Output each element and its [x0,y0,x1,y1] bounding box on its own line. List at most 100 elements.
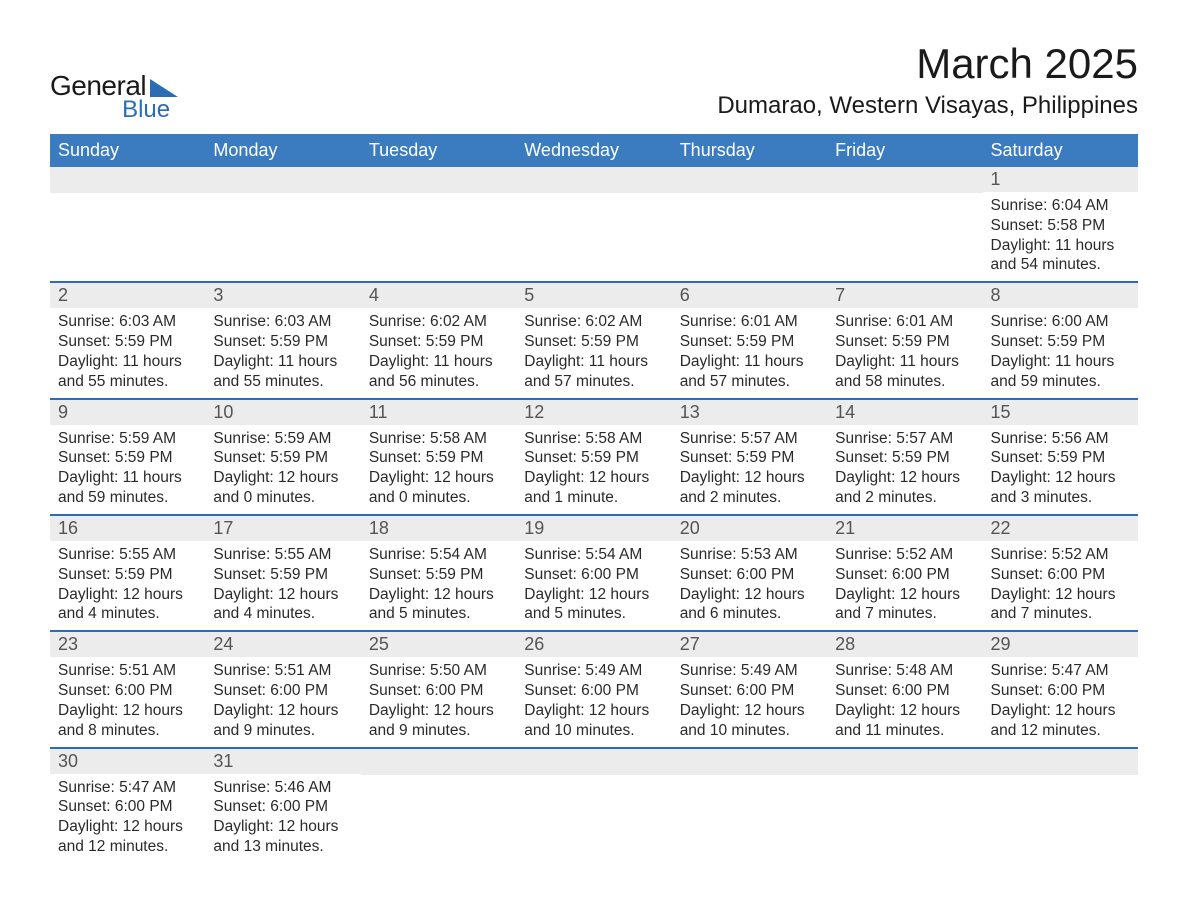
day-body: Sunrise: 5:46 AMSunset: 6:00 PMDaylight:… [205,774,360,863]
calendar-week-row: 30Sunrise: 5:47 AMSunset: 6:00 PMDayligh… [50,748,1138,863]
day-header: Tuesday [361,134,516,167]
day-body: Sunrise: 6:03 AMSunset: 5:59 PMDaylight:… [50,308,205,397]
sunset-line: Sunset: 6:00 PM [524,565,663,585]
day-body: Sunrise: 5:56 AMSunset: 5:59 PMDaylight:… [983,425,1138,514]
day-body: Sunrise: 6:04 AMSunset: 5:58 PMDaylight:… [983,192,1138,281]
daylight-line: Daylight: 12 hours and 7 minutes. [991,585,1130,625]
daylight-line: Daylight: 12 hours and 9 minutes. [369,701,508,741]
day-number-empty [827,167,982,193]
day-number-empty [672,749,827,775]
day-number: 22 [983,516,1138,541]
day-body-empty [361,775,516,845]
day-number: 26 [516,632,671,657]
day-body-empty [827,193,982,263]
daylight-line: Daylight: 12 hours and 6 minutes. [680,585,819,625]
daylight-line: Daylight: 12 hours and 2 minutes. [680,468,819,508]
calendar-cell: 4Sunrise: 6:02 AMSunset: 5:59 PMDaylight… [361,282,516,398]
sunrise-line: Sunrise: 5:59 AM [213,429,352,449]
sunset-line: Sunset: 5:59 PM [991,448,1130,468]
day-body: Sunrise: 5:47 AMSunset: 6:00 PMDaylight:… [983,657,1138,746]
daylight-line: Daylight: 12 hours and 4 minutes. [213,585,352,625]
sunset-line: Sunset: 6:00 PM [58,797,197,817]
day-body: Sunrise: 5:51 AMSunset: 6:00 PMDaylight:… [205,657,360,746]
daylight-line: Daylight: 12 hours and 5 minutes. [524,585,663,625]
calendar-week-row: 2Sunrise: 6:03 AMSunset: 5:59 PMDaylight… [50,282,1138,398]
day-number-empty [827,749,982,775]
day-number: 19 [516,516,671,541]
calendar-header-row: Sunday Monday Tuesday Wednesday Thursday… [50,134,1138,167]
sunrise-line: Sunrise: 5:54 AM [524,545,663,565]
sunrise-line: Sunrise: 5:52 AM [835,545,974,565]
daylight-line: Daylight: 12 hours and 7 minutes. [835,585,974,625]
day-body: Sunrise: 5:47 AMSunset: 6:00 PMDaylight:… [50,774,205,863]
day-body-empty [50,193,205,263]
day-body: Sunrise: 5:59 AMSunset: 5:59 PMDaylight:… [50,425,205,514]
calendar-cell: 30Sunrise: 5:47 AMSunset: 6:00 PMDayligh… [50,748,205,863]
page-header: General Blue March 2025 Dumarao, Western… [50,40,1138,124]
day-number: 4 [361,283,516,308]
day-number: 1 [983,167,1138,192]
daylight-line: Daylight: 11 hours and 57 minutes. [680,352,819,392]
location-subtitle: Dumarao, Western Visayas, Philippines [717,92,1138,120]
calendar-cell: 8Sunrise: 6:00 AMSunset: 5:59 PMDaylight… [983,282,1138,398]
calendar-cell: 31Sunrise: 5:46 AMSunset: 6:00 PMDayligh… [205,748,360,863]
calendar-cell: 16Sunrise: 5:55 AMSunset: 5:59 PMDayligh… [50,515,205,631]
calendar-cell [983,748,1138,863]
logo-text-sub: Blue [122,96,170,124]
day-number: 20 [672,516,827,541]
daylight-line: Daylight: 12 hours and 5 minutes. [369,585,508,625]
daylight-line: Daylight: 12 hours and 8 minutes. [58,701,197,741]
calendar-cell [827,748,982,863]
day-number: 2 [50,283,205,308]
daylight-line: Daylight: 12 hours and 3 minutes. [991,468,1130,508]
calendar-cell: 17Sunrise: 5:55 AMSunset: 5:59 PMDayligh… [205,515,360,631]
day-number: 11 [361,400,516,425]
day-number-empty [516,167,671,193]
day-body: Sunrise: 5:49 AMSunset: 6:00 PMDaylight:… [516,657,671,746]
sunrise-line: Sunrise: 5:47 AM [991,661,1130,681]
sunset-line: Sunset: 6:00 PM [524,681,663,701]
sunrise-line: Sunrise: 5:49 AM [524,661,663,681]
day-body: Sunrise: 5:52 AMSunset: 6:00 PMDaylight:… [827,541,982,630]
calendar-body: 1Sunrise: 6:04 AMSunset: 5:58 PMDaylight… [50,167,1138,863]
sunset-line: Sunset: 5:59 PM [524,448,663,468]
day-number: 28 [827,632,982,657]
sunrise-line: Sunrise: 5:57 AM [680,429,819,449]
sunrise-line: Sunrise: 5:58 AM [369,429,508,449]
day-number-empty [983,749,1138,775]
day-number: 21 [827,516,982,541]
daylight-line: Daylight: 11 hours and 55 minutes. [58,352,197,392]
calendar-cell: 28Sunrise: 5:48 AMSunset: 6:00 PMDayligh… [827,631,982,747]
day-number: 15 [983,400,1138,425]
sunrise-line: Sunrise: 5:58 AM [524,429,663,449]
daylight-line: Daylight: 12 hours and 12 minutes. [58,817,197,857]
day-body: Sunrise: 6:02 AMSunset: 5:59 PMDaylight:… [516,308,671,397]
sunset-line: Sunset: 6:00 PM [213,681,352,701]
sunset-line: Sunset: 5:59 PM [213,332,352,352]
day-number: 30 [50,749,205,774]
day-body: Sunrise: 5:58 AMSunset: 5:59 PMDaylight:… [361,425,516,514]
day-number: 31 [205,749,360,774]
calendar-cell [361,748,516,863]
sunrise-line: Sunrise: 5:48 AM [835,661,974,681]
calendar-cell: 12Sunrise: 5:58 AMSunset: 5:59 PMDayligh… [516,399,671,515]
day-body: Sunrise: 5:54 AMSunset: 5:59 PMDaylight:… [361,541,516,630]
day-body: Sunrise: 5:49 AMSunset: 6:00 PMDaylight:… [672,657,827,746]
sunrise-line: Sunrise: 5:53 AM [680,545,819,565]
day-header: Saturday [983,134,1138,167]
day-number: 17 [205,516,360,541]
day-body-empty [672,775,827,845]
sunset-line: Sunset: 5:59 PM [213,448,352,468]
daylight-line: Daylight: 12 hours and 2 minutes. [835,468,974,508]
day-body: Sunrise: 6:01 AMSunset: 5:59 PMDaylight:… [827,308,982,397]
calendar-cell: 14Sunrise: 5:57 AMSunset: 5:59 PMDayligh… [827,399,982,515]
day-body: Sunrise: 6:03 AMSunset: 5:59 PMDaylight:… [205,308,360,397]
daylight-line: Daylight: 12 hours and 10 minutes. [680,701,819,741]
calendar-cell: 27Sunrise: 5:49 AMSunset: 6:00 PMDayligh… [672,631,827,747]
day-body: Sunrise: 6:02 AMSunset: 5:59 PMDaylight:… [361,308,516,397]
day-body: Sunrise: 5:54 AMSunset: 6:00 PMDaylight:… [516,541,671,630]
day-body-empty [827,775,982,845]
sunset-line: Sunset: 5:59 PM [369,448,508,468]
sunrise-line: Sunrise: 6:03 AM [58,312,197,332]
calendar-cell: 25Sunrise: 5:50 AMSunset: 6:00 PMDayligh… [361,631,516,747]
